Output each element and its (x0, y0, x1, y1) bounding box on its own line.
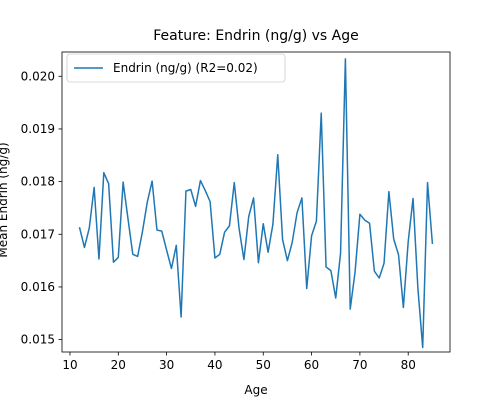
x-tick-label: 50 (256, 358, 271, 372)
x-axis-ticks: 10 20 30 40 50 60 70 80 (62, 352, 416, 372)
chart-title: Feature: Endrin (ng/g) vs Age (153, 28, 359, 44)
x-tick-label: 10 (62, 358, 77, 372)
x-tick-label: 80 (401, 358, 416, 372)
plot-frame (61, 51, 451, 353)
y-axis-label: Mean Endrin (ng/g) (0, 142, 10, 257)
legend-box (66, 53, 286, 83)
y-tick-label: 0.017 (21, 227, 55, 241)
y-tick-label: 0.020 (21, 69, 55, 83)
y-tick-label: 0.016 (21, 280, 55, 294)
y-tick-label: 0.015 (21, 333, 55, 347)
x-tick-label: 40 (207, 358, 222, 372)
x-tick-label: 60 (304, 358, 319, 372)
x-tick-label: 20 (111, 358, 126, 372)
y-axis-ticks: 0.015 0.016 0.017 0.018 0.019 0.020 (21, 69, 62, 347)
legend: Endrin (ng/g) (R2=0.02) (66, 53, 286, 83)
x-axis-label: Age (244, 383, 267, 397)
y-tick-label: 0.019 (21, 122, 55, 136)
plot-area (62, 52, 450, 352)
y-tick-label: 0.018 (21, 175, 55, 189)
x-tick-label: 70 (352, 358, 367, 372)
series-line (78, 58, 434, 349)
legend-label: Endrin (ng/g) (R2=0.02) (113, 61, 258, 75)
x-tick-label: 30 (159, 358, 174, 372)
